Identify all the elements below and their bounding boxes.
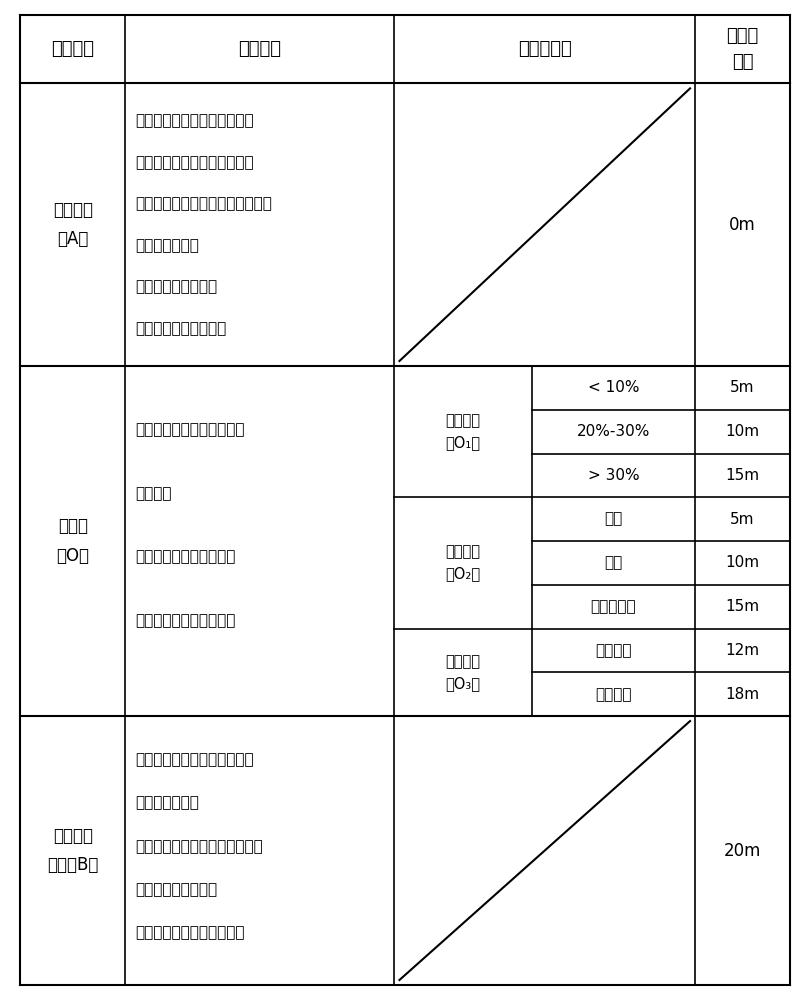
- Text: 泥晶胶结: 泥晶胶结: [595, 687, 632, 702]
- Text: 10m: 10m: [726, 424, 760, 439]
- Text: 古水深
赋值: 古水深 赋值: [727, 27, 759, 71]
- Text: 5m: 5m: [731, 380, 755, 395]
- Text: 沉积岩性：泥粉晶白云岩为主: 沉积岩性：泥粉晶白云岩为主: [135, 113, 254, 128]
- Text: 沉积构造：波状层理、水平层理: 沉积构造：波状层理、水平层理: [135, 839, 263, 854]
- Text: 沉积构造：波状层理、水平层理、: 沉积构造：波状层理、水平层理、: [135, 196, 272, 211]
- Text: 生物标志：广盐性生物: 生物标志：广盐性生物: [135, 321, 227, 336]
- Text: 甚至发育藻纹层: 甚至发育藻纹层: [135, 238, 199, 253]
- Text: 亮晶胶结: 亮晶胶结: [595, 643, 632, 658]
- Text: 15m: 15m: [726, 468, 760, 483]
- Text: 藻屑: 藻屑: [604, 512, 622, 527]
- Text: 典型元素: 典型元素: [51, 40, 94, 58]
- Text: 相对深水
环境（B）: 相对深水 环境（B）: [47, 827, 99, 874]
- Text: 识别标志: 识别标志: [238, 40, 281, 58]
- Text: 10m: 10m: [726, 555, 760, 570]
- Text: 15m: 15m: [726, 599, 760, 614]
- Text: < 10%: < 10%: [587, 380, 639, 395]
- Text: 颗粒含量
（O₁）: 颗粒含量 （O₁）: [446, 413, 480, 450]
- Text: 灰岩为主: 灰岩为主: [135, 486, 172, 501]
- Text: 沉积岩性：泥灰岩、泥岩为主: 沉积岩性：泥灰岩、泥岩为主: [135, 752, 254, 767]
- Text: 生屑或鲕粒: 生屑或鲕粒: [590, 599, 636, 614]
- Text: 20%-30%: 20%-30%: [577, 424, 650, 439]
- Text: 颗粒类型
（O₂）: 颗粒类型 （O₂）: [446, 544, 480, 582]
- Text: 浅水环境
（A）: 浅水环境 （A）: [53, 201, 92, 248]
- Text: > 30%: > 30%: [587, 468, 639, 483]
- Text: 砾屑: 砾屑: [604, 555, 622, 570]
- Text: 沉积构造：大型板状层理: 沉积构造：大型板状层理: [135, 549, 236, 564]
- Text: 沉积颜色：浅色、甚至氧化色: 沉积颜色：浅色、甚至氧化色: [135, 155, 254, 170]
- Text: 典型标志：滩纹组合: 典型标志：滩纹组合: [135, 280, 218, 295]
- Text: 生物标志：狭盐性生物为主: 生物标志：狭盐性生物为主: [135, 925, 245, 940]
- Text: 典型标志：大量颗粒组成: 典型标志：大量颗粒组成: [135, 613, 236, 628]
- Text: 颗粒滩细分: 颗粒滩细分: [518, 40, 572, 58]
- Text: 胶结方式
（O₃）: 胶结方式 （O₃）: [446, 654, 480, 691]
- Text: 沉积岩性：颗粒云岩、颗粒: 沉积岩性：颗粒云岩、颗粒: [135, 422, 245, 437]
- Text: 20m: 20m: [724, 842, 761, 860]
- Text: 0m: 0m: [729, 216, 756, 234]
- Text: 18m: 18m: [726, 687, 760, 702]
- Text: 5m: 5m: [731, 512, 755, 527]
- Text: 12m: 12m: [726, 643, 760, 658]
- Text: 岩石颜色：深色: 岩石颜色：深色: [135, 795, 199, 810]
- Text: 典型标志：滩条组合: 典型标志：滩条组合: [135, 882, 218, 897]
- Text: 颗粒滩
（O）: 颗粒滩 （O）: [56, 517, 89, 565]
